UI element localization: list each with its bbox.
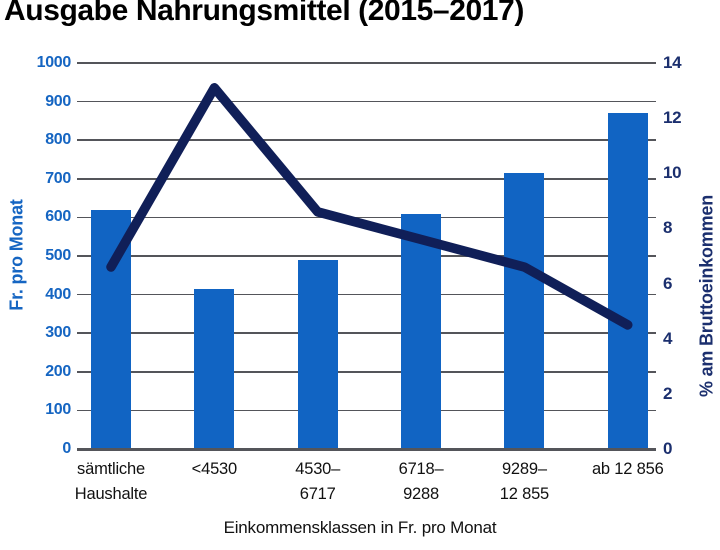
right-tick-label-4: 4 [663,328,673,348]
gridline-1000 [77,62,656,64]
percent-line [106,83,633,330]
x-tick-label-4: 6718– 9288 [398,460,444,503]
right-axis-title: % am Bruttoeinkommen [696,194,717,398]
left-tick-label-700: 700 [45,169,71,187]
x-tick-label-6: ab 12 856 [591,460,664,478]
right-tick-label-6: 6 [663,273,673,293]
right-tick-label-2: 2 [663,383,673,403]
x-tick-label-3: 4530– 6717 [295,460,341,503]
gridline-700 [77,178,656,180]
gridline-800 [77,139,656,141]
x-axis-line [77,447,656,451]
gridline-500 [77,255,656,257]
left-tick-label-300: 300 [45,324,71,342]
left-tick-label-900: 900 [45,92,71,110]
left-tick-label-1000: 1000 [36,54,72,71]
left-tick-label-500: 500 [45,247,71,264]
left-tick-label-200: 200 [45,362,71,380]
left-tick-label-100: 100 [45,401,71,419]
left-tick-label-400: 400 [45,285,71,303]
left-tick-label-0: 0 [62,440,71,457]
bar-4530-6717 [297,259,338,449]
bar-<4530 [194,288,235,449]
right-tick-label-0: 0 [663,439,673,458]
left-tick-label-800: 800 [45,131,71,149]
gridline-600 [77,216,656,219]
bar-6718-9288 [401,213,442,449]
right-tick-label-12: 12 [663,108,682,128]
x-tick-label-5: 9289– 12 855 [499,460,550,503]
gridline-100 [77,409,656,412]
gridline-200 [77,371,656,373]
x-axis-title: Einkommensklassen in Fr. pro Monat [223,518,497,537]
gridline-300 [77,332,656,334]
plot-area: 0 100 200 300 400 500 600 700 800 900 1000 0 2 4 6 8 10… [37,53,682,503]
x-tick-label-2: <4530 [191,460,238,478]
left-tick-label-600: 600 [45,208,71,226]
right-tick-label-10: 10 [663,163,682,183]
bar-s-mtliche-Haushalte [91,209,131,449]
chart-title: Ausgabe Nahrungsmittel (2015–2017) [4,0,524,27]
right-tick-label-8: 8 [663,218,673,238]
bar-ab-12-856 [607,113,648,449]
left-axis-title: Fr. pro Monat [6,199,27,311]
gridline-400 [77,293,656,296]
right-tick-label-14: 14 [663,53,682,72]
x-tick-label-1: sämtliche Haushalte [74,460,148,503]
bar-9289-12-855 [504,173,545,449]
gridline-900 [77,100,656,103]
